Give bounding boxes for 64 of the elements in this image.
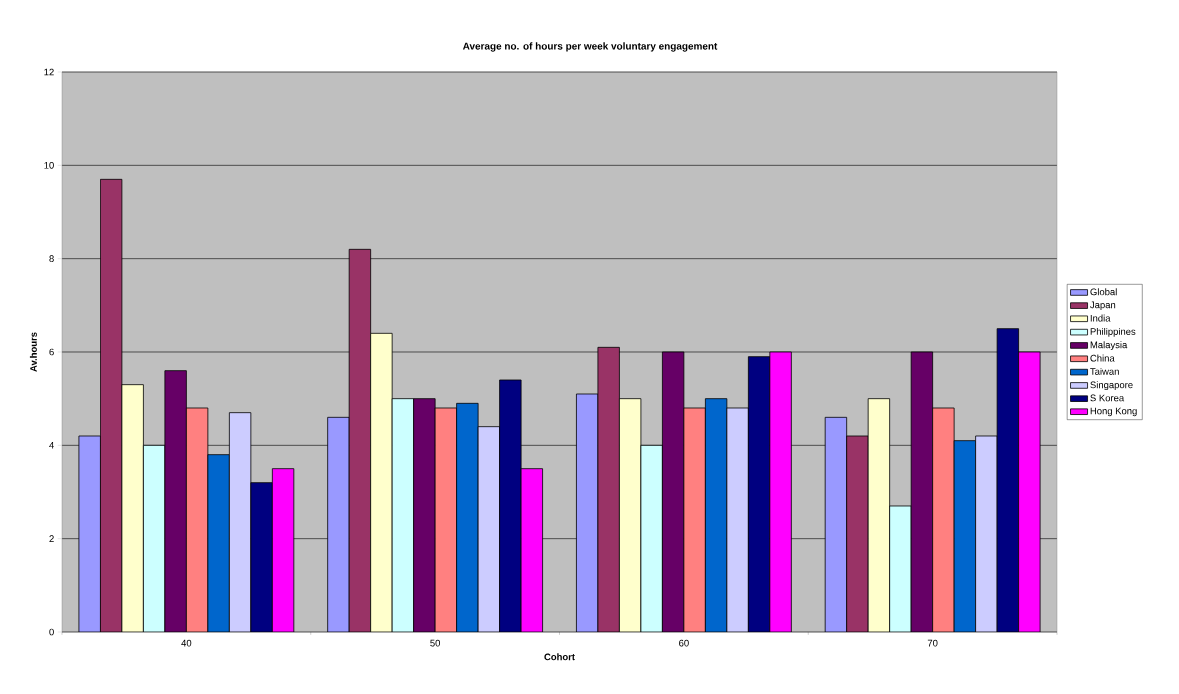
bar [619, 398, 642, 632]
y-tick-label: 4 [49, 442, 54, 449]
x-tick-label: 70 [927, 639, 938, 647]
chart-title: Average no. of hours per week voluntary engagement [462, 42, 718, 52]
bar [186, 408, 208, 632]
bar [953, 440, 977, 632]
bar [499, 379, 522, 632]
bar [207, 454, 230, 632]
bar [348, 248, 372, 632]
bar [250, 482, 273, 632]
y-tick-label: 8 [49, 255, 54, 263]
legend-label: China [1090, 354, 1115, 362]
legend-label: Malaysia [1090, 341, 1128, 351]
bar [143, 445, 165, 632]
bar [272, 468, 294, 632]
bar [413, 398, 436, 632]
legend-label: Singapore [1090, 381, 1133, 391]
bar [327, 416, 350, 632]
legend-label: India [1090, 314, 1111, 322]
bar [100, 179, 122, 632]
y-tick-label: 2 [49, 535, 54, 542]
legend-label: S Korea [1090, 394, 1125, 402]
bar [520, 468, 543, 632]
legend-label: Hong Kong [1090, 407, 1137, 417]
bar [683, 407, 706, 632]
bar [477, 426, 501, 632]
bar [824, 416, 848, 632]
bar [370, 332, 393, 632]
legend-label: Taiwan [1090, 367, 1119, 375]
bar [576, 393, 599, 632]
x-tick-label: 40 [181, 639, 192, 647]
bar [726, 407, 749, 632]
x-tick-label: 50 [430, 639, 441, 647]
y-tick-label: 6 [49, 348, 54, 356]
bar [996, 328, 1020, 632]
x-tick-label: 60 [679, 639, 689, 647]
y-tick-label: 10 [44, 161, 54, 169]
bar [769, 351, 792, 632]
bar [640, 444, 663, 632]
y-tick-label: 12 [44, 68, 54, 76]
legend-label: Philippines [1090, 327, 1136, 337]
bar [910, 351, 934, 632]
bar [456, 402, 479, 632]
bar [164, 370, 187, 632]
bar [932, 407, 955, 632]
bar [391, 398, 415, 632]
legend-label: Global [1090, 288, 1117, 296]
bar [229, 412, 251, 632]
x-axis-title: Cohort [544, 653, 575, 661]
bar [78, 436, 101, 632]
bar [121, 384, 144, 632]
bar [747, 356, 771, 632]
y-tick-label: 0 [49, 628, 54, 636]
bar [975, 435, 998, 632]
y-axis-title: Av.hours [29, 332, 37, 372]
bar [434, 407, 458, 632]
bar [1018, 351, 1041, 632]
bar [597, 346, 620, 632]
bar [846, 435, 869, 632]
legend-label: Japan [1090, 301, 1116, 311]
bar [867, 398, 891, 632]
bar [704, 398, 728, 632]
bar [661, 351, 685, 632]
bar [889, 505, 912, 632]
